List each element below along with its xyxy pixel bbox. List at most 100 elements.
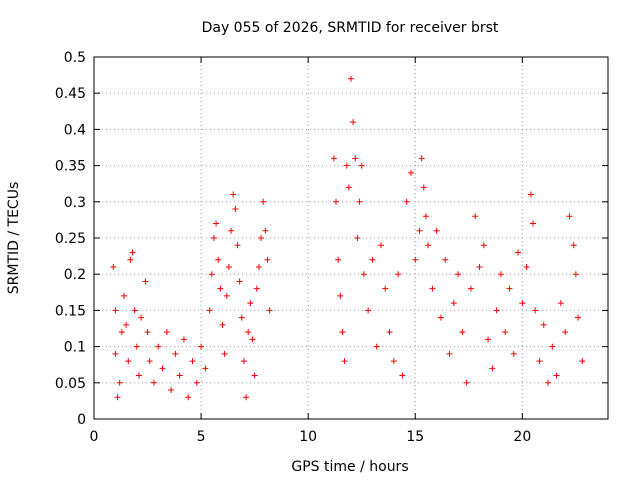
data-point (356, 198, 363, 205)
data-point (390, 358, 397, 365)
data-point (502, 329, 509, 336)
data-point (575, 314, 582, 321)
data-point (553, 372, 560, 379)
data-point (540, 321, 547, 328)
data-point (341, 358, 348, 365)
data-point (412, 256, 419, 263)
data-point (129, 249, 136, 256)
data-point (433, 227, 440, 234)
data-point (497, 271, 504, 278)
data-point (358, 162, 365, 169)
data-point (253, 285, 260, 292)
data-point (463, 379, 470, 386)
data-point (144, 329, 151, 336)
x-tick-label: 0 (90, 429, 99, 445)
grid-lines (94, 57, 608, 419)
data-point (150, 379, 157, 386)
data-point (416, 227, 423, 234)
data-point (386, 329, 393, 336)
y-tick-label: 0.35 (55, 159, 86, 175)
data-point (155, 343, 162, 350)
data-point (232, 206, 239, 213)
data-point (202, 365, 209, 372)
y-tick-label: 0.05 (55, 376, 86, 392)
data-points (110, 75, 586, 401)
data-point (180, 336, 187, 343)
data-point (159, 365, 166, 372)
data-point (243, 394, 250, 401)
data-point (429, 285, 436, 292)
data-point (213, 220, 220, 227)
data-point (163, 329, 170, 336)
data-point (114, 394, 121, 401)
data-point (418, 155, 425, 162)
data-point (176, 372, 183, 379)
data-point (450, 300, 457, 307)
data-point (112, 350, 119, 357)
data-point (131, 307, 138, 314)
data-point (377, 242, 384, 249)
data-point (333, 198, 340, 205)
data-point (330, 155, 337, 162)
data-point (234, 242, 241, 249)
data-point (467, 285, 474, 292)
data-point (425, 242, 432, 249)
data-point (210, 235, 217, 241)
y-tick-label: 0.15 (55, 303, 86, 319)
chart-title: Day 055 of 2026, SRMTID for receiver brs… (202, 20, 499, 36)
data-point (527, 191, 534, 198)
data-point (365, 307, 372, 314)
data-point (506, 285, 513, 292)
data-point (238, 314, 245, 321)
data-point (352, 155, 359, 162)
data-point (118, 329, 125, 336)
data-point (369, 256, 376, 263)
x-tick-label: 20 (513, 429, 531, 445)
data-point (455, 271, 462, 278)
data-point (530, 220, 537, 227)
data-point (172, 350, 179, 357)
data-point (399, 372, 406, 379)
data-point (266, 307, 273, 314)
data-point (437, 314, 444, 321)
data-point (523, 263, 530, 270)
data-point (442, 256, 449, 263)
data-point (262, 227, 269, 234)
data-point (510, 350, 517, 357)
data-point (348, 75, 354, 82)
y-tick-label: 0.2 (64, 267, 86, 283)
data-point (489, 365, 496, 372)
data-point (339, 329, 346, 336)
data-point (249, 336, 256, 343)
data-point (125, 358, 132, 365)
data-point (219, 321, 226, 328)
x-tick-label: 15 (406, 429, 424, 445)
data-point (189, 358, 196, 365)
data-point (217, 285, 224, 292)
data-point (572, 271, 579, 278)
data-point (133, 343, 140, 350)
x-axis-label: GPS time / hours (291, 459, 408, 475)
data-point (230, 191, 237, 198)
data-point (198, 343, 205, 350)
data-point (476, 263, 483, 270)
data-point (116, 379, 123, 386)
data-point (206, 307, 213, 314)
data-point (335, 256, 342, 263)
data-point (135, 372, 142, 379)
y-tick-label: 0.45 (55, 86, 86, 102)
data-point (382, 285, 389, 292)
data-point (459, 329, 466, 336)
data-point (493, 307, 500, 314)
data-point (120, 292, 127, 299)
x-tick-label: 10 (299, 429, 317, 445)
data-point (236, 278, 243, 285)
data-point (142, 278, 149, 285)
y-tick-label: 0.4 (64, 122, 86, 138)
data-point (446, 350, 453, 357)
data-point (395, 271, 402, 278)
data-point (240, 358, 247, 365)
data-point (480, 242, 487, 249)
